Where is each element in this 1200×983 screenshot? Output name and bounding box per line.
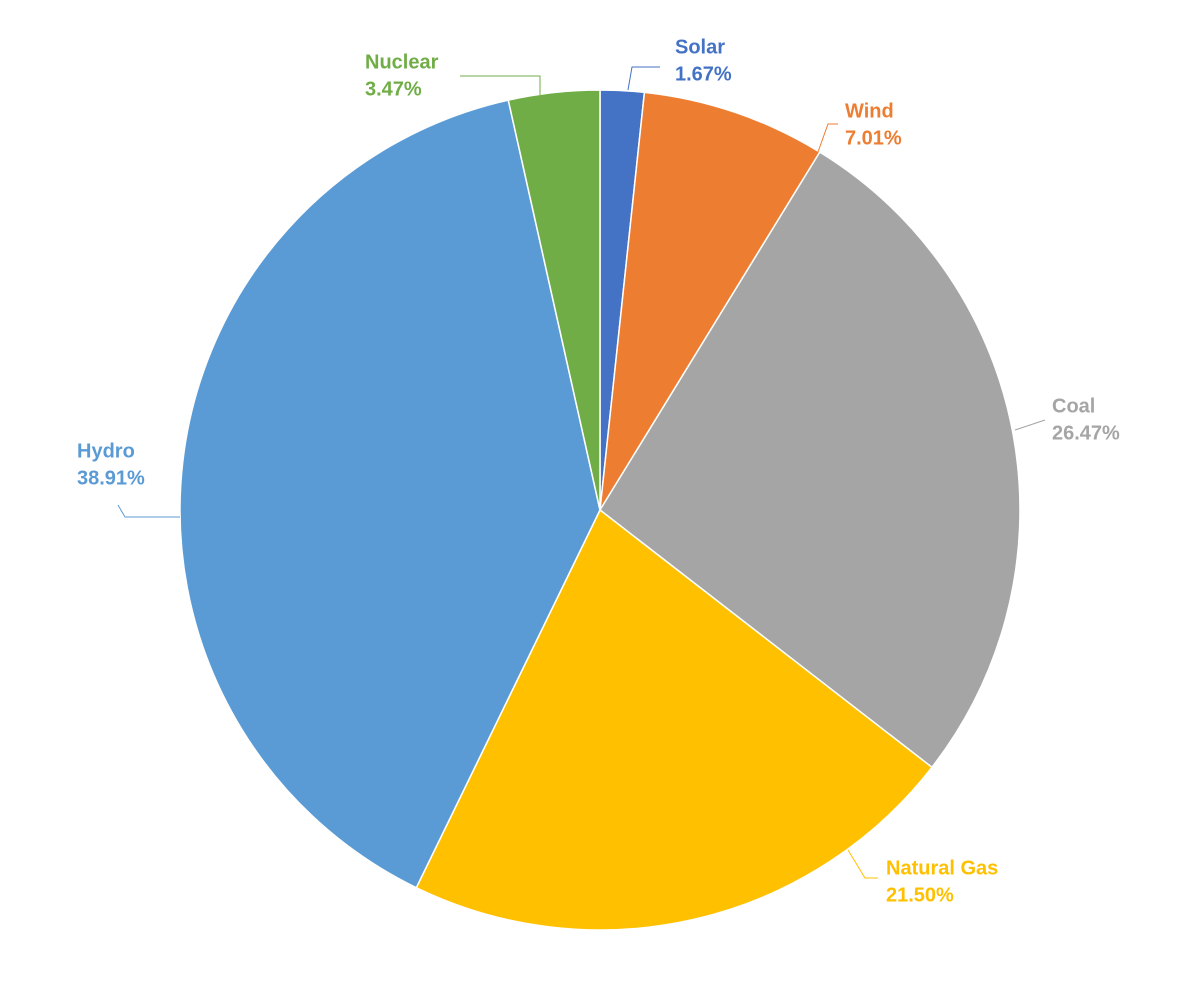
pie-slice (415, 508, 934, 931)
slice-label: Coal (1052, 395, 1095, 417)
slice-value-label: 26.47% (1052, 422, 1120, 444)
leader-line (847, 849, 878, 879)
slice-label: Natural Gas (886, 857, 998, 879)
leader-line (817, 123, 838, 153)
slice-label: Nuclear (365, 51, 439, 73)
slice-value-label: 1.67% (675, 63, 732, 85)
slice-value-label: 21.50% (886, 884, 954, 906)
leader-line (460, 75, 541, 95)
pie-slice (599, 91, 821, 511)
leader-line (117, 504, 180, 518)
slice-label: Solar (675, 36, 725, 58)
leader-line (1014, 419, 1046, 431)
slice-value-label: 38.91% (77, 467, 145, 489)
slice-label: Wind (845, 100, 894, 122)
slice-label: Hydro (77, 440, 135, 462)
pie-slice (599, 151, 1021, 769)
slice-value-label: 3.47% (365, 78, 422, 100)
slice-value-label: 7.01% (845, 127, 902, 149)
pie-slice (179, 99, 601, 889)
pie-slice (507, 89, 601, 511)
leader-line (627, 66, 660, 91)
